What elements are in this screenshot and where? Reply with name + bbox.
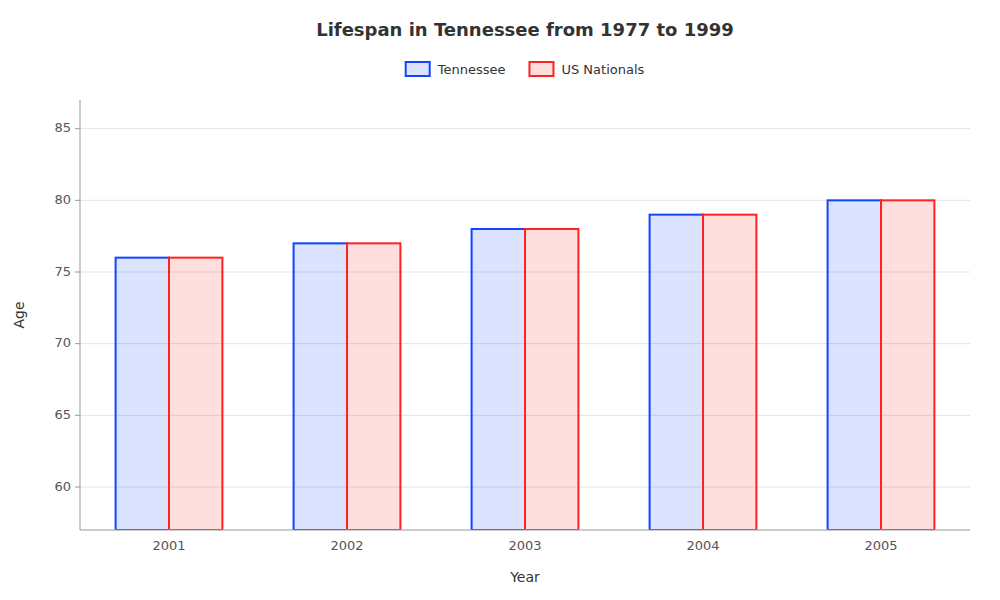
bar xyxy=(828,200,881,530)
x-axis-line xyxy=(80,530,970,531)
bar xyxy=(116,258,169,530)
legend-label: US Nationals xyxy=(561,62,644,77)
x-axis: 2001 2002 2003 2004 2005 xyxy=(152,538,897,553)
y-tick-label: 85 xyxy=(54,120,71,135)
x-tick-label: 2001 xyxy=(152,538,185,553)
y-tick xyxy=(75,343,80,344)
chart-svg: 60 65 70 75 80 85 2001 2002 2003 2004 2005 Lifespan… xyxy=(0,0,1000,600)
bar xyxy=(703,215,756,530)
y-axis-label: Age xyxy=(11,301,27,328)
y-tick xyxy=(75,415,80,416)
bar xyxy=(347,243,400,530)
legend: Tennessee US Nationals xyxy=(406,62,645,77)
y-tick xyxy=(75,200,80,201)
x-tick-label: 2002 xyxy=(330,538,363,553)
x-tick-label: 2005 xyxy=(864,538,897,553)
title: Lifespan in Tennessee from 1977 to 1999 xyxy=(316,19,734,40)
y-tick xyxy=(75,128,80,129)
y-tick-label: 60 xyxy=(54,479,71,494)
bar xyxy=(472,229,525,530)
bars xyxy=(116,200,935,530)
legend-item: Tennessee xyxy=(406,62,506,77)
background xyxy=(0,0,1000,600)
bar xyxy=(525,229,578,530)
legend-swatch xyxy=(406,62,430,76)
bar xyxy=(169,258,222,530)
grid-line xyxy=(80,128,970,129)
y-tick-label: 65 xyxy=(54,407,71,422)
bar xyxy=(881,200,934,530)
bar xyxy=(650,215,703,530)
legend-label: Tennessee xyxy=(437,62,506,77)
x-axis-label: Year xyxy=(509,569,540,585)
legend-item: US Nationals xyxy=(529,62,644,77)
bar xyxy=(294,243,347,530)
y-tick xyxy=(75,487,80,488)
y-tick-label: 80 xyxy=(54,192,71,207)
y-tick-label: 70 xyxy=(54,335,71,350)
legend-swatch xyxy=(529,62,553,76)
chart-container: 60 65 70 75 80 85 2001 2002 2003 2004 2005 Lifespan… xyxy=(0,0,1000,600)
x-tick-label: 2004 xyxy=(686,538,719,553)
x-tick-label: 2003 xyxy=(508,538,541,553)
y-axis-line xyxy=(80,100,81,530)
y-tick xyxy=(75,272,80,273)
y-tick-label: 75 xyxy=(54,264,71,279)
